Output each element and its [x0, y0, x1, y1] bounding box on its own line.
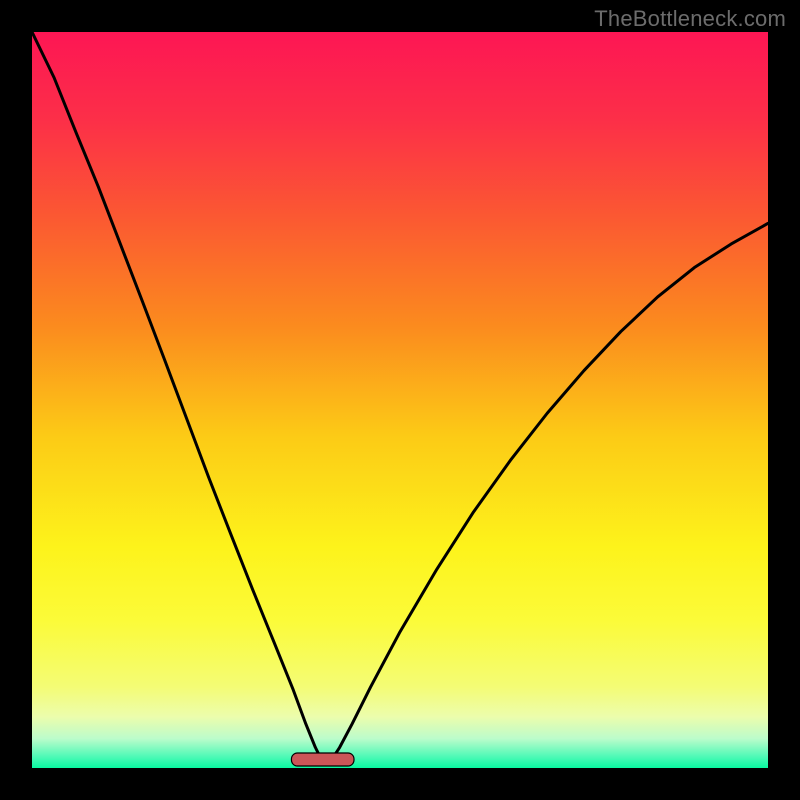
watermark-label: TheBottleneck.com	[594, 6, 786, 32]
minimum-marker	[291, 753, 354, 766]
plot-background	[32, 32, 768, 768]
bottleneck-chart	[0, 0, 800, 800]
chart-container: TheBottleneck.com	[0, 0, 800, 800]
